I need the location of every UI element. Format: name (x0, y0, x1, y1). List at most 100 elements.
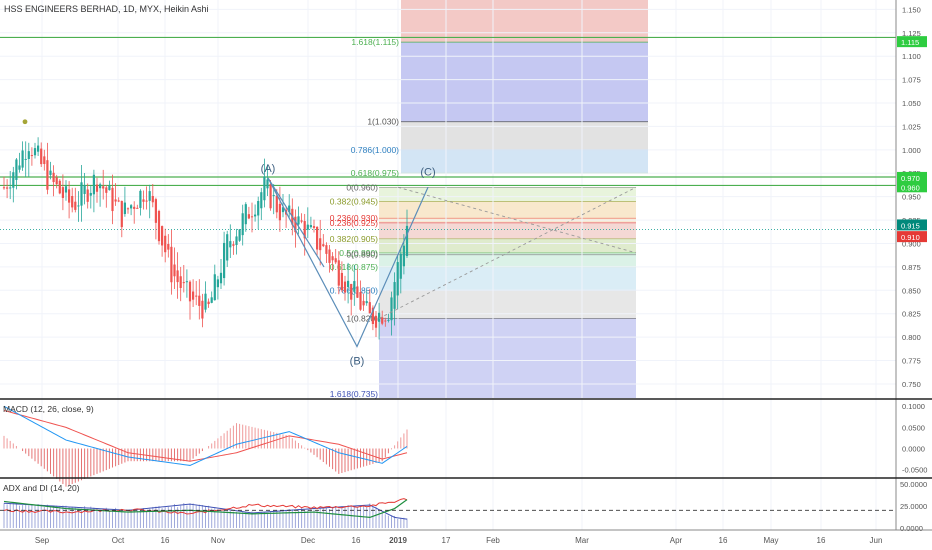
fib-mid-label: 1(0.820) (346, 313, 378, 323)
candle-body-up (210, 297, 213, 303)
price-tag-label: 1.115 (901, 38, 919, 47)
candle-body-down (114, 199, 117, 202)
wave-lines: (A) (B) (C) (261, 163, 637, 367)
time-tick-label: 16 (161, 536, 170, 545)
time-tick-label: Apr (670, 536, 683, 545)
price-axis-bg (896, 0, 932, 550)
candle-body-down (374, 315, 378, 328)
fib-mid-zone (379, 266, 636, 291)
candle-body-up (92, 174, 95, 195)
candle-body-down (154, 199, 157, 223)
candle-body-down (250, 216, 254, 218)
candle-body-up (257, 201, 260, 216)
candle-body-down (170, 246, 173, 283)
fib-right-label: 1(1.030) (367, 117, 399, 127)
grid (0, 0, 896, 530)
candle-body-down (46, 160, 49, 190)
candle-body-down (278, 203, 281, 221)
fib-mid-label: 0.236(0.930) (330, 213, 378, 223)
macd-title: MACD (12, 26, close, 9) (3, 404, 94, 414)
time-tick-label: 16 (352, 536, 361, 545)
candle-body-down (381, 317, 384, 324)
candle-body-up (229, 241, 232, 248)
price-tick-label: 0.775 (902, 357, 921, 366)
candle-body-up (24, 158, 27, 160)
candle-body-down (173, 264, 176, 277)
candle-body-up (244, 204, 247, 225)
wave-label: (B) (350, 355, 365, 367)
price-tick-label: 1.075 (902, 76, 921, 85)
price-tag (897, 231, 927, 243)
time-tick-label: Nov (211, 536, 225, 545)
candle-body-up (139, 190, 142, 208)
candle-body-up (309, 225, 312, 228)
candle-body-down (71, 195, 74, 208)
price-tag-label: 0.915 (901, 221, 920, 230)
signal-dot (22, 119, 28, 125)
fib-mid-zone (379, 201, 636, 222)
candle-body-up (148, 191, 151, 201)
candle-body-up (281, 207, 285, 213)
candle-body-up (254, 214, 257, 217)
candle-body-up (226, 234, 229, 261)
fib-mid-label: 0.382(0.905) (330, 234, 378, 244)
candle-body-up (99, 184, 102, 189)
candle-body-down (303, 221, 306, 239)
candle-body-up (378, 312, 381, 322)
price-tick-label: 0.900 (902, 239, 921, 248)
candle-body-down (198, 295, 201, 306)
candle-body-down (195, 295, 198, 297)
candle-body-up (347, 280, 350, 288)
candle-body-down (334, 258, 337, 263)
fib-right-zone (401, 0, 648, 43)
time-tick-label: Dec (301, 536, 315, 545)
wave-label: (C) (420, 166, 435, 178)
candle-body-down (322, 244, 325, 247)
candle-body-down (182, 282, 185, 284)
time-tick-label: Oct (112, 536, 125, 545)
candle-body-down (68, 189, 71, 203)
price-tick-label: 1.000 (902, 146, 921, 155)
time-tick-label: Sep (35, 536, 50, 545)
fib-right-zone (401, 149, 648, 174)
candle-body-up (18, 165, 21, 170)
candle-body-up (12, 172, 15, 188)
candle-body-down (52, 172, 55, 183)
candle-body-down (368, 302, 371, 314)
wave-label: (A) (261, 163, 276, 175)
candle-body-up (263, 176, 266, 201)
candle-body-up (353, 281, 356, 292)
candle-body-down (319, 238, 322, 251)
time-axis[interactable]: Sep Oct 16 Nov Dec 16 2019 17 Feb Mar Apr 16 May 16 Ju… (35, 536, 883, 545)
candles (2, 119, 409, 340)
price-tick-label: 1.050 (902, 99, 921, 108)
price-tag (897, 171, 927, 183)
candle-body-up (108, 185, 111, 191)
candle-body-down (331, 256, 334, 261)
candle-body-up (393, 282, 396, 309)
candle-body-down (167, 243, 170, 250)
candle-body-down (86, 189, 89, 202)
candle-body-up (390, 297, 393, 321)
candle-body-up (288, 205, 291, 213)
candle-body-up (83, 185, 86, 194)
fib-right-label: 0.618(0.975) (351, 168, 399, 178)
projection-line-down (397, 186, 637, 254)
candle-body-up (223, 242, 226, 279)
candle-body-up (235, 236, 238, 246)
price-tick-label: 0.950 (902, 193, 921, 202)
candle-body-down (30, 155, 33, 157)
candle-body-down (136, 207, 139, 209)
candle-body-down (55, 177, 58, 185)
candle-body-down (40, 148, 43, 165)
macd-tick-label: 0.0500 (902, 423, 925, 432)
candle-body-down (337, 260, 340, 286)
candle-body-up (387, 319, 390, 321)
candle-body-up (33, 148, 37, 156)
price-tick-label: 1.025 (902, 122, 921, 131)
fib-mid-label: 0.5(0.890) (339, 248, 378, 258)
candle-body-down (95, 184, 99, 192)
candle-body-down (157, 210, 161, 242)
candle-body-down (275, 195, 278, 213)
